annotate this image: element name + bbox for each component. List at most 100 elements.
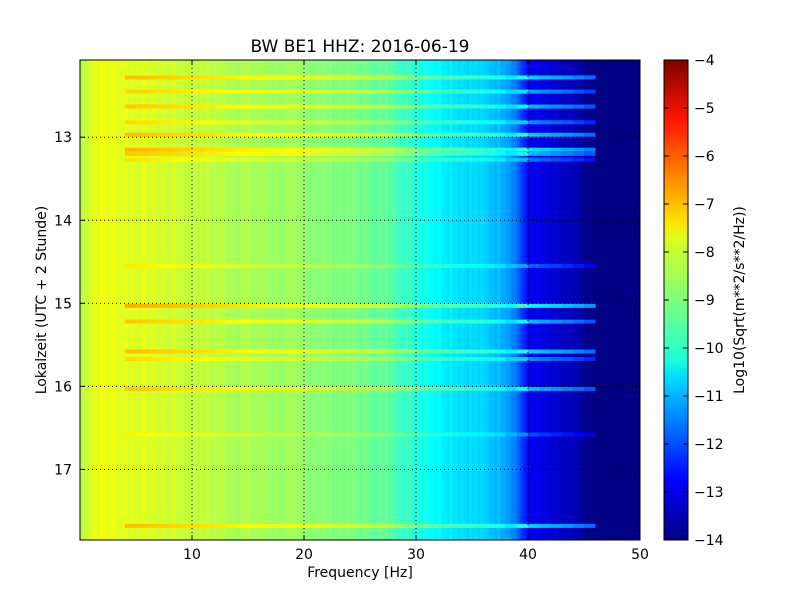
event-band-segment (528, 523, 540, 528)
spectrogram-column (483, 60, 487, 540)
spectrogram-column (474, 60, 478, 540)
spectrogram-column (388, 60, 392, 540)
spectrogram-column (486, 60, 490, 540)
spectrogram-column (161, 60, 165, 540)
event-band-segment (416, 120, 428, 125)
event-band-segment (427, 356, 439, 361)
event-band-segment (472, 303, 484, 308)
event-band-segment (326, 523, 338, 528)
event-band-segment (158, 89, 170, 94)
spectrogram-column (631, 60, 635, 540)
event-band-segment (449, 263, 462, 268)
event-band-segment (292, 75, 305, 80)
event-band-segment (516, 120, 529, 125)
event-band-segment (483, 349, 495, 354)
event-band-segment (192, 432, 204, 437)
event-band-segment (203, 523, 215, 528)
event-band-segment (348, 386, 361, 391)
spectrogram-column (424, 60, 428, 540)
event-band-segment (483, 319, 495, 324)
event-band-segment (516, 157, 529, 162)
spectrogram-column (362, 60, 366, 540)
spectrogram-column (432, 60, 436, 540)
event-band-segment (248, 319, 260, 324)
event-band-segment (427, 75, 439, 80)
event-band-segment (360, 303, 372, 308)
spectrogram-column (480, 60, 484, 540)
x-tick-label: 30 (407, 547, 425, 563)
event-band-segment (158, 151, 170, 156)
event-band-segment (416, 356, 428, 361)
event-band-segment (550, 432, 562, 437)
event-band-segment (348, 89, 361, 94)
event-band-segment (416, 523, 428, 528)
event-band-segment (326, 157, 338, 162)
event-band-segment (393, 151, 406, 156)
event-band-segment (516, 349, 529, 354)
spectrogram-column (368, 60, 372, 540)
spectrogram-column (340, 60, 344, 540)
event-band-segment (427, 523, 439, 528)
colorbar-tick-label: −9 (694, 293, 715, 309)
event-band-segment (404, 75, 417, 80)
event-band-segment (371, 263, 383, 268)
event-band-segment (393, 75, 406, 80)
event-band-segment (292, 89, 305, 94)
event-band-segment (382, 349, 394, 354)
event-band-segment (472, 356, 484, 361)
event-band-segment (192, 75, 204, 80)
event-band-segment (180, 523, 193, 528)
spectrogram-column (561, 60, 565, 540)
event-band-segment (225, 104, 238, 109)
event-band-segment (516, 432, 529, 437)
spectrogram-column (407, 60, 411, 540)
spectrogram-column (315, 60, 319, 540)
event-band-segment (371, 104, 383, 109)
event-band-segment (561, 432, 574, 437)
spectrogram-column (217, 60, 221, 540)
event-band-segment (292, 263, 305, 268)
event-band-segment (203, 157, 215, 162)
y-tick-label: 14 (54, 213, 72, 229)
event-band-segment (539, 319, 551, 324)
event-band-segment (505, 432, 518, 437)
spectrogram-column (374, 60, 378, 540)
event-band-segment (427, 104, 439, 109)
event-band-segment (382, 75, 394, 80)
event-band-segment (561, 356, 574, 361)
plot-area (80, 60, 640, 540)
event-band-segment (404, 104, 417, 109)
event-band-segment (528, 151, 540, 156)
spectrogram-column (180, 60, 184, 540)
spectrogram-column (222, 60, 226, 540)
plot-frame (79, 59, 641, 541)
event-band-segment (550, 75, 562, 80)
event-band-segment (516, 132, 529, 137)
event-band-segment (124, 386, 137, 391)
event-band-segment (371, 523, 383, 528)
event-band-segment (528, 132, 540, 137)
event-band-segment (584, 303, 596, 308)
event-band-segment (203, 356, 215, 361)
event-band-segment (505, 386, 518, 391)
event-band-segment (192, 132, 204, 137)
event-band-segment (416, 303, 428, 308)
event-band-segment (326, 132, 338, 137)
event-band-segment (460, 432, 473, 437)
event-band-segment (169, 432, 182, 437)
event-band-segment (427, 157, 439, 162)
event-band-segment (124, 319, 137, 324)
event-band-segment (584, 75, 596, 80)
event-band-segment (505, 523, 518, 528)
spectrogram-column (281, 60, 285, 540)
event-band-segment (572, 157, 585, 162)
event-band-segment (281, 523, 294, 528)
event-band-segment (348, 157, 361, 162)
event-band-segment (214, 356, 226, 361)
event-band-segment (572, 147, 585, 152)
event-band-segment (393, 157, 406, 162)
event-band-segment (539, 151, 551, 156)
spectrogram-column (494, 60, 498, 540)
event-band-segment (169, 303, 182, 308)
event-band-segment (259, 75, 271, 80)
